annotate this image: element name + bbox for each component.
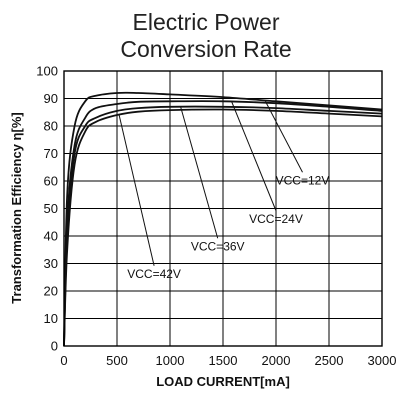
annotation-leader-vcc-24v: [231, 101, 277, 211]
x-tick-label: 3000: [368, 353, 397, 368]
y-tick-label: 20: [44, 284, 58, 299]
y-tick-label: 40: [44, 229, 58, 244]
series-line-vcc-42v: [63, 108, 383, 347]
annotation-label-vcc-24v: VCC=24V: [249, 212, 303, 226]
y-tick-label: 30: [44, 256, 58, 271]
annotation-label-vcc-42v: VCC=42V: [127, 267, 181, 281]
x-tick-label: 1500: [209, 353, 238, 368]
annotation-label-vcc-36v: VCC=36V: [191, 239, 245, 253]
annotation-leader-vcc-42v: [118, 114, 155, 266]
y-tick-label: 0: [51, 339, 58, 354]
y-tick-label: 10: [44, 311, 58, 326]
chart-title-line-2: Conversion Rate: [120, 36, 291, 62]
y-tick-label: 60: [44, 174, 58, 189]
y-tick-label: 80: [44, 119, 58, 134]
chart-title-line-1: Electric Power: [133, 9, 280, 35]
annotation-leader-vcc-12v: [264, 101, 303, 173]
y-tick-label: 100: [36, 64, 58, 79]
x-tick-label: 1000: [156, 353, 185, 368]
x-tick-label: 2000: [262, 353, 291, 368]
x-tick-label: 2500: [315, 353, 344, 368]
y-tick-label: 90: [44, 91, 58, 106]
series-lines: [63, 91, 383, 347]
series-line-vcc-36v: [63, 105, 383, 347]
x-tick-label: 500: [106, 353, 128, 368]
y-tick-label: 50: [44, 201, 58, 216]
annotation-leader-vcc-36v: [180, 106, 219, 239]
series-annotations: VCC=12V VCC=24V VCC=36V VCC=42V: [118, 101, 330, 281]
plot-frame: [63, 70, 383, 347]
series-line-vcc-12v: [63, 91, 383, 347]
x-axis-label: LOAD CURRENT[mA]: [156, 374, 290, 389]
annotation-label-vcc-12v: VCC=12V: [276, 173, 330, 187]
y-tick-label: 70: [44, 146, 58, 161]
y-axis-label: Transformation Efficiency η[%]: [9, 112, 24, 303]
series-line-vcc-24v: [63, 100, 383, 347]
x-tick-label: 0: [60, 353, 67, 368]
